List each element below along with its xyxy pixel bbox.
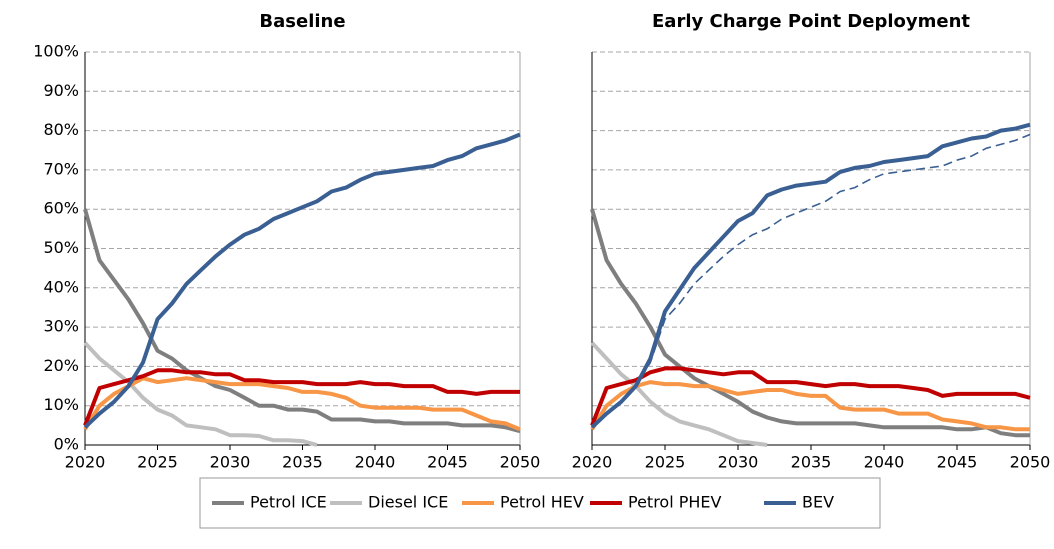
legend-label: Petrol HEV [500,493,584,512]
x-tick-label: 2045 [427,453,468,472]
line [83,132,521,429]
y-tick-label: 40% [43,277,79,296]
line [590,380,1030,432]
line [590,208,1030,438]
x-tick-label: 2030 [718,453,759,472]
line [83,208,521,434]
x-tick-label: 2050 [1010,453,1051,472]
dashed-line [591,133,1031,428]
line [83,368,520,427]
line [83,341,318,447]
x-tick-label: 2020 [65,453,106,472]
y-tick-label: 70% [43,159,79,178]
x-tick-label: 2020 [572,453,613,472]
x-tick-label: 2035 [282,453,323,472]
y-tick-label: 20% [43,356,79,375]
y-tick-label: 60% [43,199,79,218]
x-tick-label: 2035 [791,453,832,472]
y-tick-label: 50% [43,238,79,257]
y-tick-label: 30% [43,317,79,336]
chart-title: Baseline [259,11,345,32]
x-tick-label: 2025 [645,453,686,472]
y-tick-label: 80% [43,120,79,139]
legend-label: Petrol PHEV [628,493,722,512]
line [590,122,1031,429]
legend-label: BEV [802,493,834,512]
y-tick-label: 100% [33,42,79,61]
line [590,341,768,447]
y-tick-label: 90% [43,81,79,100]
x-tick-label: 2045 [937,453,978,472]
x-tick-label: 2030 [210,453,251,472]
x-tick-label: 2025 [137,453,178,472]
line [83,376,521,432]
chart-title: Early Charge Point Deployment [652,11,970,32]
legend-label: Petrol ICE [250,493,327,512]
x-tick-label: 2050 [500,453,541,472]
line [590,366,1031,427]
y-tick-label: 10% [43,395,79,414]
x-tick-label: 2040 [355,453,396,472]
legend-label: Diesel ICE [368,493,448,512]
y-tick-label: 0% [54,435,79,454]
x-tick-label: 2040 [864,453,905,472]
